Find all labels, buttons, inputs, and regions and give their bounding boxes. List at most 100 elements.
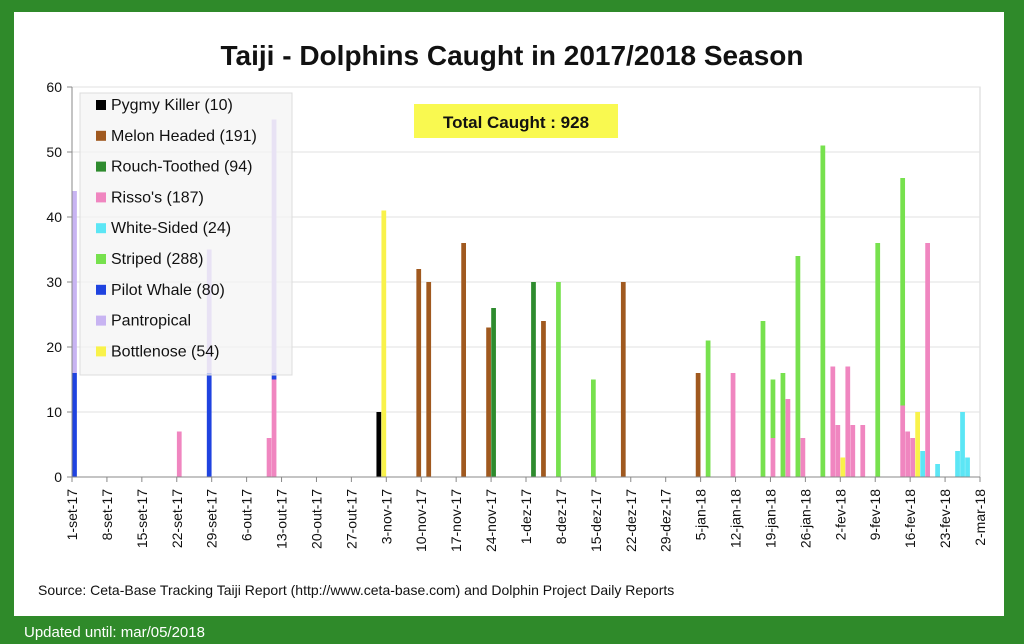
bar-rissos xyxy=(860,425,866,477)
source-note: Source: Ceta-Base Tracking Taiji Report … xyxy=(38,582,675,598)
bar-pilot xyxy=(271,373,277,380)
x-tick-label: 22-dez-17 xyxy=(623,489,639,552)
bar-rissos xyxy=(785,399,791,477)
legend-label: Rouch-Toothed (94) xyxy=(111,159,252,176)
x-tick-label: 2-fev-18 xyxy=(832,489,848,541)
total-caught-box: Total Caught : 928 xyxy=(414,104,618,138)
y-tick-label: 10 xyxy=(46,404,62,420)
bar-rissos xyxy=(770,438,776,477)
x-tick-label: 16-fev-18 xyxy=(902,489,918,548)
legend-swatch xyxy=(96,161,106,172)
x-tick-label: 26-jan-18 xyxy=(797,489,813,548)
bar-rissos xyxy=(730,373,736,477)
y-tick-label: 40 xyxy=(46,209,62,225)
bar-striped xyxy=(875,243,881,477)
bar-striped xyxy=(556,282,561,477)
legend-label: Pilot Whale (80) xyxy=(111,282,225,299)
legend-box xyxy=(79,92,293,376)
bar-melon xyxy=(416,269,422,477)
x-tick-label: 3-nov-17 xyxy=(378,489,394,544)
x-tick-label: 22-set-17 xyxy=(169,489,185,548)
legend-label: Pygmy Killer (10) xyxy=(111,97,233,114)
bar-melon xyxy=(486,327,491,477)
bar-whitesided xyxy=(965,457,970,477)
x-tick-label: 1-set-17 xyxy=(64,489,80,541)
x-tick-label: 19-jan-18 xyxy=(762,489,778,548)
x-tick-label: 5-jan-18 xyxy=(693,489,709,541)
x-tick-label: 9-fev-18 xyxy=(867,489,883,541)
bar-melon xyxy=(426,282,432,477)
x-tick-label: 6-out-17 xyxy=(239,489,255,541)
bar-striped xyxy=(760,321,766,477)
legend-swatch xyxy=(96,284,106,295)
bar-striped xyxy=(795,256,801,477)
legend-label: Bottlenose (54) xyxy=(111,343,220,360)
bar-pilot xyxy=(72,373,77,477)
bar-bottlenose xyxy=(915,412,921,477)
x-tick-label: 8-dez-17 xyxy=(553,489,569,544)
bar-rissos xyxy=(925,243,930,477)
bar-striped xyxy=(705,340,711,477)
x-tick-label: 29-set-17 xyxy=(204,489,220,548)
y-tick-label: 60 xyxy=(46,79,62,95)
total-caught-label: Total Caught : 928 xyxy=(443,113,589,132)
bar-striped xyxy=(820,145,826,477)
bar-melon xyxy=(695,373,701,477)
bar-rissos xyxy=(800,438,806,477)
bar-rissos xyxy=(905,431,911,477)
bar-bottlenose xyxy=(381,210,387,477)
x-tick-label: 15-set-17 xyxy=(134,489,150,548)
bar-whitesided xyxy=(920,451,925,477)
x-tick-label: 8-set-17 xyxy=(99,489,115,541)
legend-label: Striped (288) xyxy=(111,251,204,268)
bar-rissos xyxy=(830,366,836,477)
y-tick-label: 50 xyxy=(46,144,62,160)
bar-melon xyxy=(461,243,467,477)
legend-label: Pantropical xyxy=(111,313,191,330)
chart-title: Taiji - Dolphins Caught in 2017/2018 Sea… xyxy=(220,40,804,71)
bar-pantropical xyxy=(72,191,77,373)
bar-whitesided xyxy=(935,464,940,477)
bar-striped xyxy=(590,379,596,477)
bar-pygmy xyxy=(376,412,382,477)
legend-swatch xyxy=(96,315,106,326)
x-tick-label: 15-dez-17 xyxy=(588,489,604,552)
x-tick-label: 20-out-17 xyxy=(308,489,324,549)
legend: Pygmy Killer (10) Melon Headed (191) Rouch… xyxy=(79,92,293,376)
x-tick-label: 23-fev-18 xyxy=(937,489,953,548)
legend-swatch xyxy=(96,100,106,110)
updated-note: Updated until: mar/05/2018 xyxy=(24,624,205,641)
bar-rouchtoothed xyxy=(531,282,536,477)
bar-whitesided xyxy=(960,412,965,477)
y-tick-label: 30 xyxy=(46,274,62,290)
x-tick-label: 10-nov-17 xyxy=(413,489,429,552)
x-tick-label: 24-nov-17 xyxy=(483,489,499,552)
legend-swatch xyxy=(96,254,106,264)
bar-rissos xyxy=(900,405,906,477)
bar-melon xyxy=(620,282,626,477)
legend-swatch xyxy=(96,130,106,141)
x-tick-label: 13-out-17 xyxy=(274,489,290,549)
x-tick-label: 1-dez-17 xyxy=(518,489,534,544)
bar-striped xyxy=(780,373,786,477)
legend-swatch xyxy=(96,223,106,234)
legend-swatch xyxy=(96,192,106,203)
bar-rissos xyxy=(850,425,856,477)
y-tick-label: 20 xyxy=(46,339,62,355)
x-tick-label: 2-mar-18 xyxy=(972,489,988,546)
bars-layer xyxy=(72,119,970,477)
y-tick-label: 0 xyxy=(54,469,62,485)
axis-layer: 0 10 20 30 40 50 60 1-set-17 8-set-17 15-set-17 22… xyxy=(46,79,988,552)
bar-rissos xyxy=(835,425,841,477)
x-tick-label: 27-out-17 xyxy=(343,489,359,549)
bar-rouchtoothed xyxy=(491,308,496,477)
x-tick-label: 17-nov-17 xyxy=(448,489,464,552)
bar-rissos xyxy=(176,431,182,477)
legend-label: White-Sided (24) xyxy=(111,220,231,237)
bar-striped xyxy=(770,379,776,438)
bar-rissos xyxy=(266,438,272,477)
x-tick-label: 29-dez-17 xyxy=(658,489,674,552)
bar-rissos xyxy=(845,366,851,477)
legend-label: Melon Headed (191) xyxy=(111,128,257,145)
